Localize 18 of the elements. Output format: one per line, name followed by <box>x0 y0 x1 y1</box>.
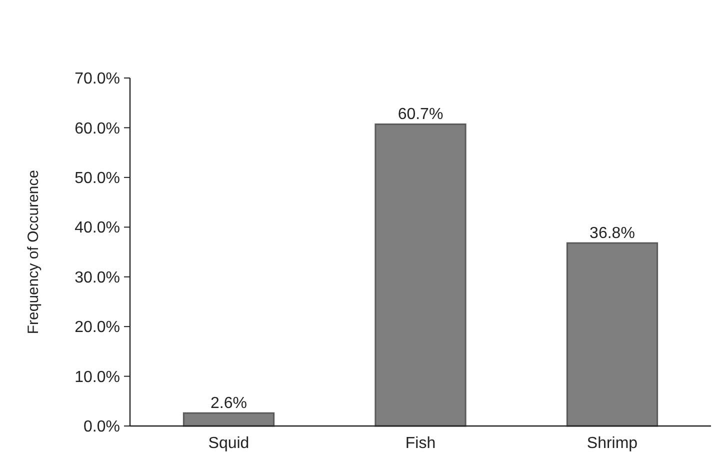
y-tick-label: 10.0% <box>74 368 120 386</box>
bar <box>182 412 275 427</box>
bar <box>566 242 658 427</box>
data-label: 2.6% <box>210 395 247 412</box>
bar <box>374 123 466 427</box>
y-tick-label: 40.0% <box>74 220 120 237</box>
y-tick-label: 20.0% <box>74 319 120 336</box>
y-tick-label: 50.0% <box>74 170 120 188</box>
data-label: 36.8% <box>590 225 635 242</box>
x-tick-label: Shrimp <box>586 435 638 452</box>
y-tick-label: 0.0% <box>84 418 120 436</box>
y-tick-label: 60.0% <box>74 120 120 138</box>
data-label: 60.7% <box>398 106 444 124</box>
x-tick-label: Squid <box>208 435 250 452</box>
x-tick-label: Fish <box>405 435 436 452</box>
y-tick-label: 70.0% <box>74 70 120 88</box>
y-axis-title: Frequency of Occurence <box>25 170 42 334</box>
y-tick-label: 30.0% <box>74 269 120 286</box>
